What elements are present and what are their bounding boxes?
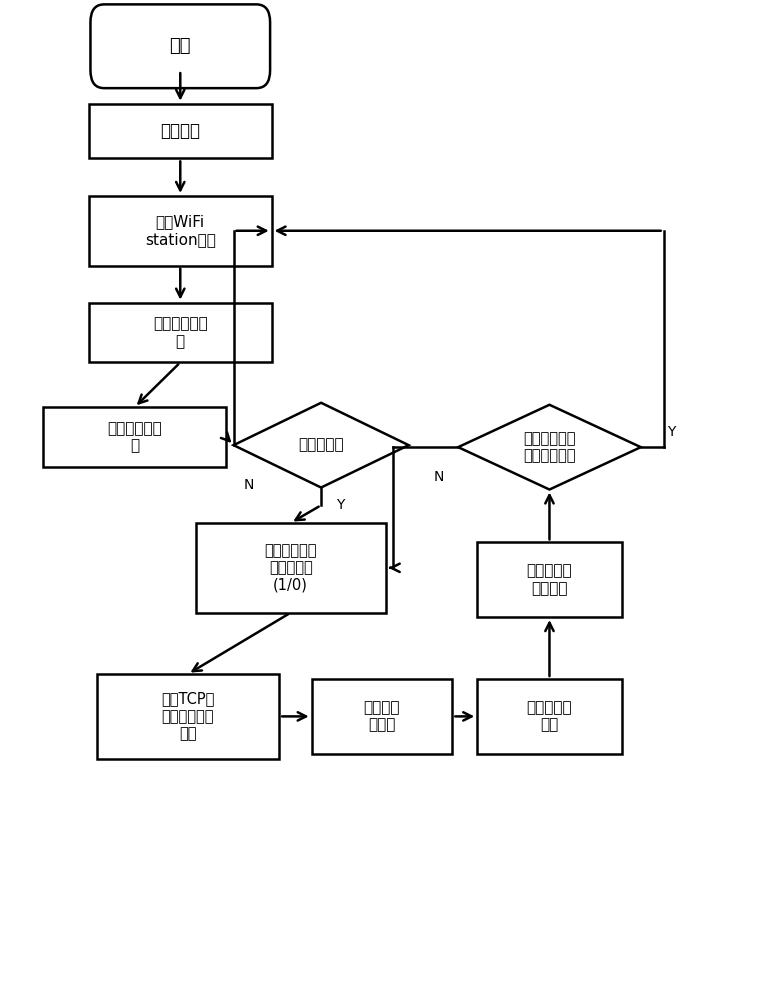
Bar xyxy=(89,303,272,362)
Text: 重置记录座
位的变量: 重置记录座 位的变量 xyxy=(526,564,572,596)
Text: N: N xyxy=(434,470,445,484)
Bar xyxy=(478,542,622,617)
Text: 建立TCP连
接，发送座位
状态: 建立TCP连 接，发送座位 状态 xyxy=(161,691,215,741)
Bar xyxy=(478,679,622,754)
Text: 初始化正常: 初始化正常 xyxy=(298,438,344,453)
FancyBboxPatch shape xyxy=(90,4,270,88)
Text: 读取预设序列
号: 读取预设序列 号 xyxy=(107,421,162,453)
Text: 开始: 开始 xyxy=(170,37,191,55)
Text: 更新指示灯
开关: 更新指示灯 开关 xyxy=(526,700,572,733)
Text: Y: Y xyxy=(336,498,345,512)
Text: 读取传感器引
脚电平大小
(1/0): 读取传感器引 脚电平大小 (1/0) xyxy=(264,543,317,593)
Polygon shape xyxy=(458,405,641,490)
Text: Y: Y xyxy=(667,425,675,439)
Text: 是否超过最大
网络错误次数: 是否超过最大 网络错误次数 xyxy=(523,431,576,463)
Bar xyxy=(312,679,452,754)
Text: 设置WiFi
station模式: 设置WiFi station模式 xyxy=(145,215,215,247)
Bar xyxy=(44,407,226,467)
Text: N: N xyxy=(244,478,254,492)
Bar xyxy=(96,674,279,759)
Text: 定义引脚: 定义引脚 xyxy=(160,122,200,140)
Text: 连接无线接入
点: 连接无线接入 点 xyxy=(153,316,208,349)
Polygon shape xyxy=(234,403,409,488)
Bar xyxy=(89,196,272,266)
Bar xyxy=(89,104,272,158)
Text: 接收指示
灯状态: 接收指示 灯状态 xyxy=(364,700,400,733)
Bar xyxy=(196,523,386,613)
